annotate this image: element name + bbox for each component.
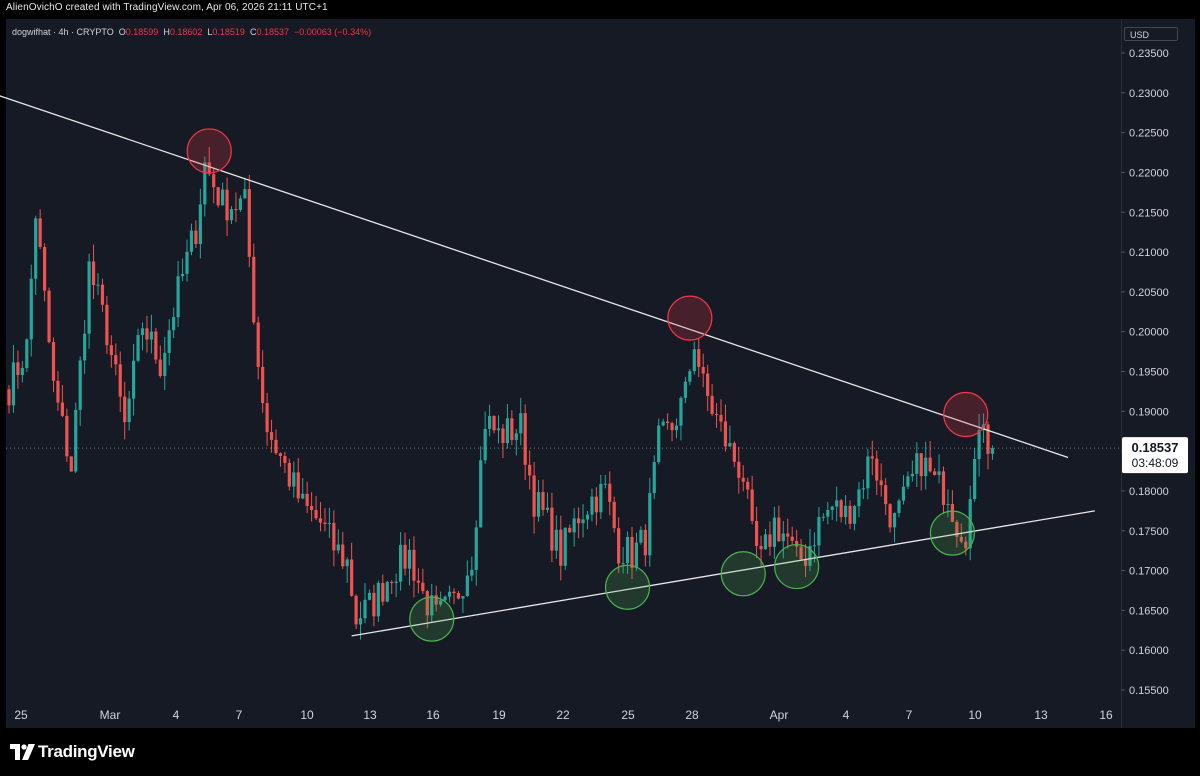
tradingview-logo-icon: [10, 744, 35, 760]
footer-bar: [0, 728, 1200, 776]
open-value: 0.18599: [125, 27, 159, 37]
chart-credit: AlienOvichO created with TradingView.com…: [6, 2, 328, 13]
low-label: L: [207, 27, 213, 37]
high-value: 0.18602: [169, 27, 203, 37]
high-label: H: [163, 27, 170, 37]
symbol-name[interactable]: dogwifhat · 4h · CRYPTO: [12, 27, 114, 37]
close-label: C: [249, 27, 257, 37]
brand-name: TradingView: [38, 742, 135, 761]
symbol-legend: dogwifhat · 4h · CRYPTO O0.18599 H0.1860…: [12, 27, 371, 37]
chart-pane[interactable]: [6, 19, 1121, 728]
open-label: O: [118, 27, 126, 37]
change-value: −0.00063 (−0.34%): [294, 27, 372, 37]
price-axis[interactable]: [1121, 19, 1195, 728]
currency-badge[interactable]: USD: [1124, 27, 1178, 41]
low-value: 0.18519: [212, 27, 245, 37]
close-value: 0.18537: [256, 27, 289, 37]
